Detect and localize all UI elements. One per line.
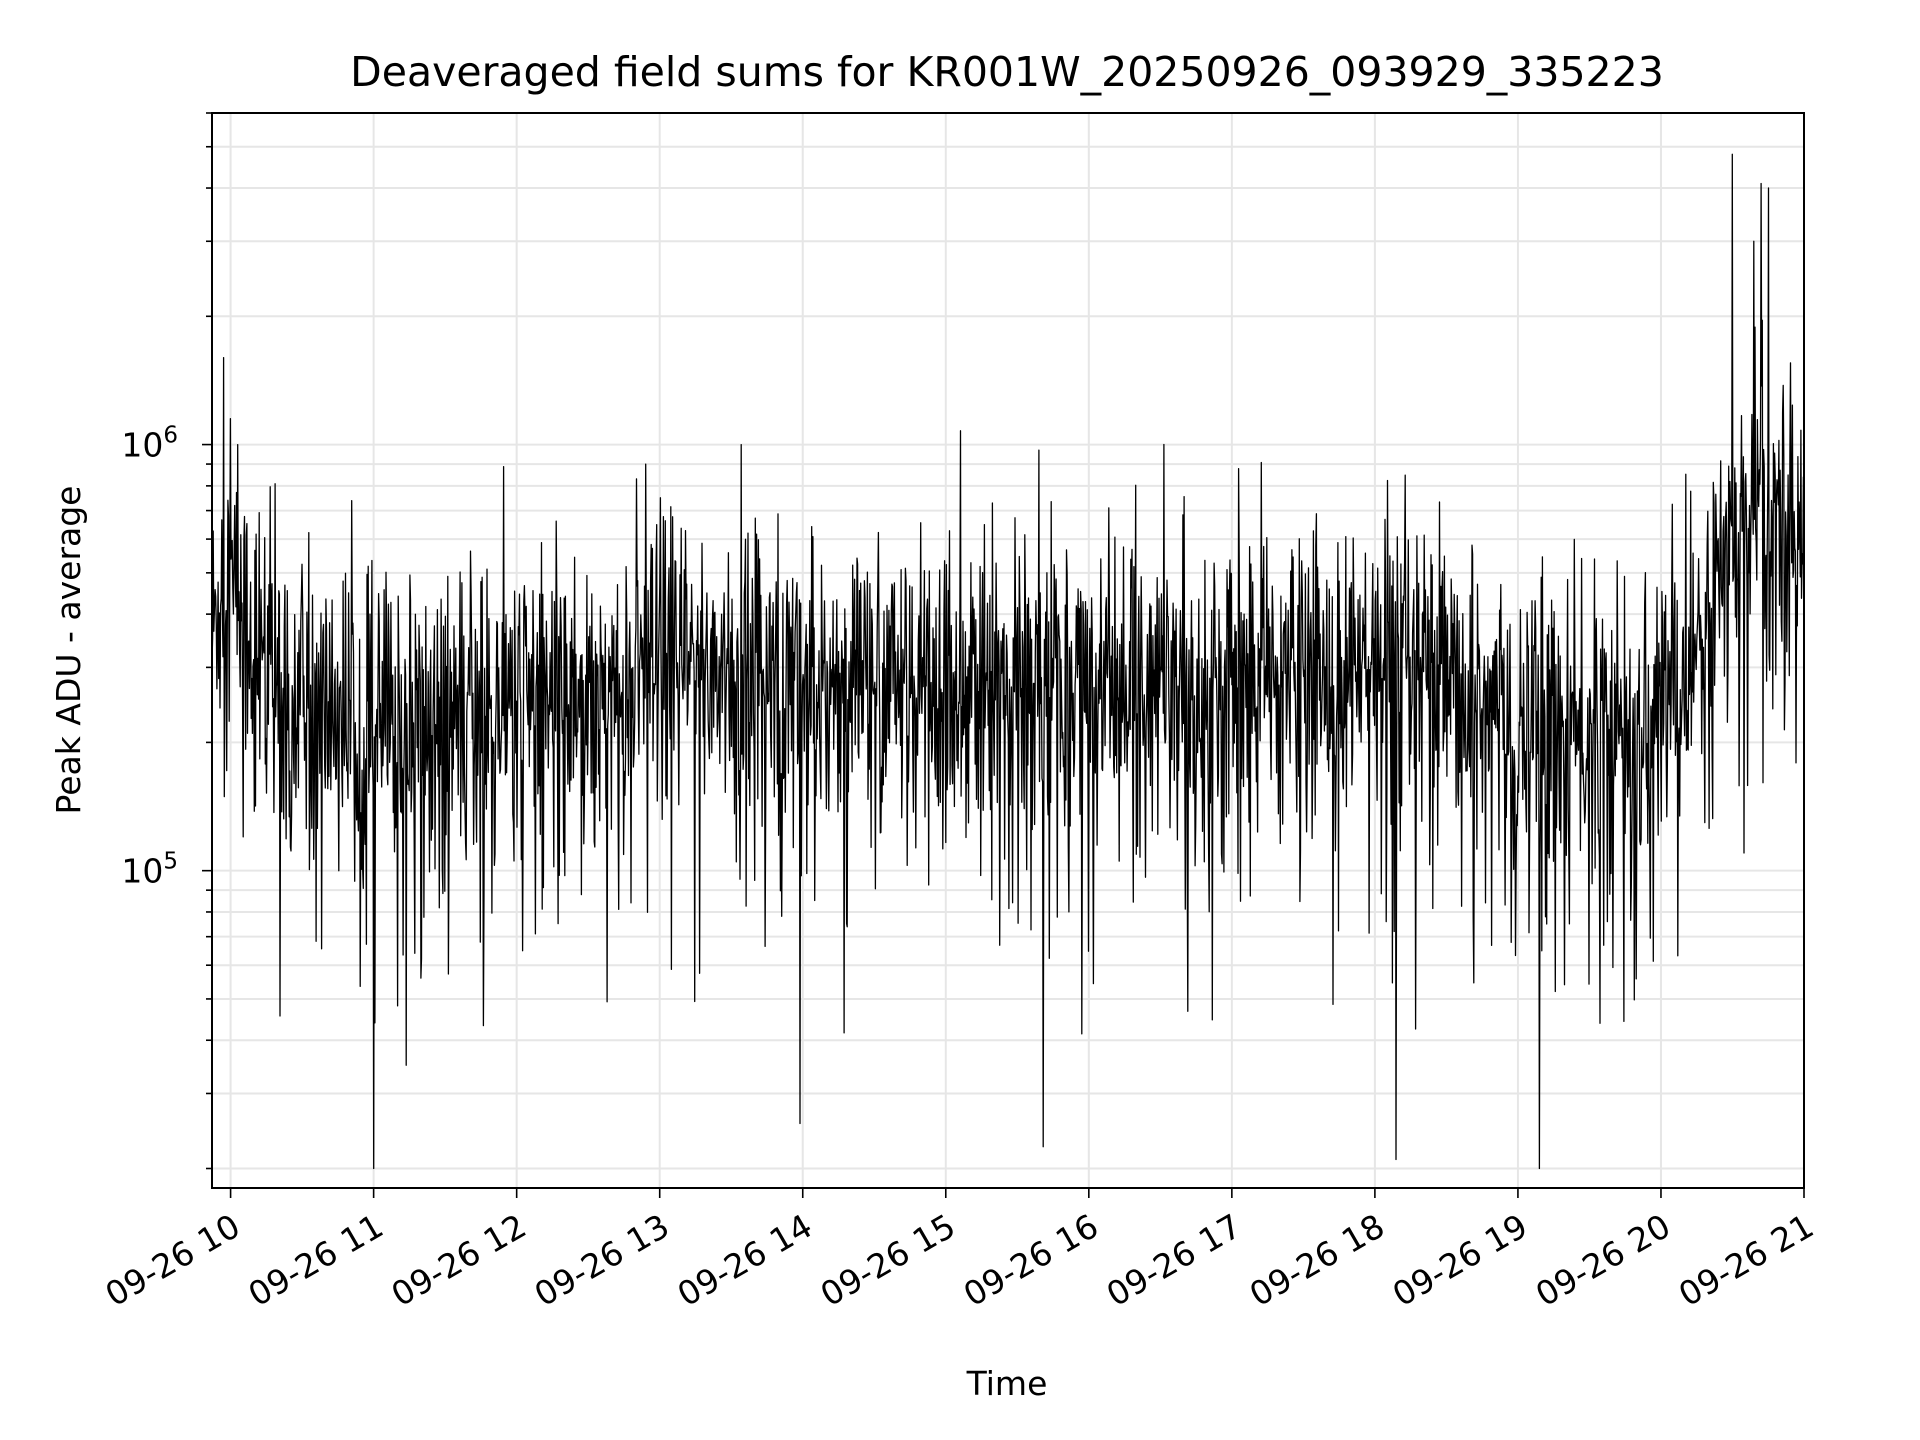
plot-frame	[211, 112, 1805, 1189]
y-tick-label: 106	[121, 423, 178, 465]
x-axis-label: Time	[966, 1364, 1048, 1403]
y-axis: 105 106	[121, 112, 212, 1170]
series-group	[212, 153, 1804, 1170]
series-line	[212, 153, 1804, 1170]
y-tick-label: 105	[121, 849, 178, 891]
y-axis-label: Peak ADU - average	[49, 486, 88, 815]
chart-title: Deaveraged field sums for KR001W_2025092…	[350, 48, 1664, 96]
